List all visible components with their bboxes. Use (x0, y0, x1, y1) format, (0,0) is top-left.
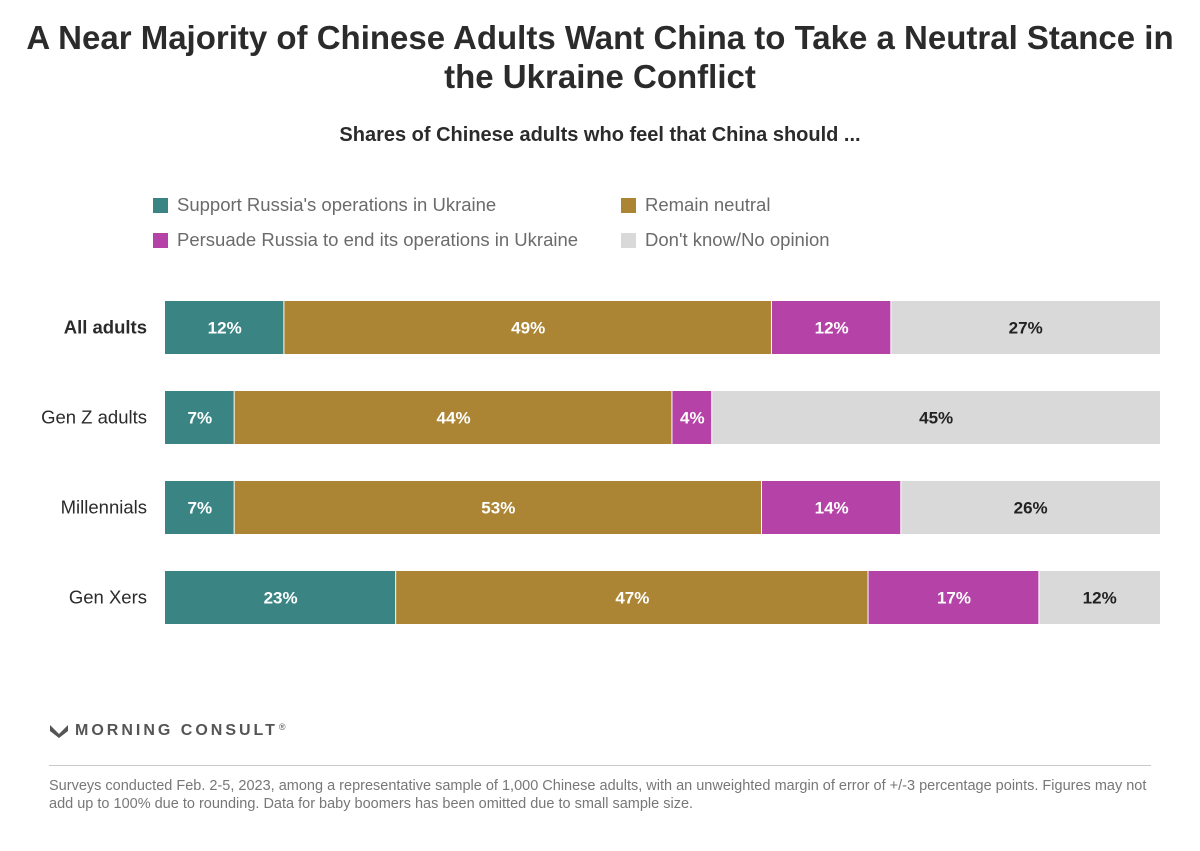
data-label: 47% (615, 589, 649, 608)
legend-swatch (621, 232, 636, 248)
data-label: 14% (815, 499, 849, 518)
legend-label: Remain neutral (645, 194, 771, 215)
legend-item-remain-neutral: Remain neutral (621, 194, 770, 216)
data-label: 45% (919, 409, 953, 428)
footnote: Surveys conducted Feb. 2-5, 2023, among … (49, 778, 1147, 812)
bar-segment (1039, 571, 1160, 624)
data-label: 4% (680, 409, 705, 428)
bar-segment (672, 391, 712, 444)
category-label: All adults (64, 317, 147, 338)
footer-divider (49, 765, 1151, 766)
data-label: 12% (208, 319, 242, 338)
data-label: 26% (1014, 499, 1048, 518)
data-label: 49% (511, 319, 545, 338)
bar-segment (891, 301, 1160, 354)
bar-segment (284, 301, 771, 354)
bar-segment (234, 481, 761, 534)
stacked-bar-chart: All adults 12% 49% 12% 27% Gen Z adults 7% 44% 4… (41, 301, 1160, 624)
bar-segment (165, 481, 234, 534)
logo-registered-mark: ® (278, 722, 286, 732)
chart-title: A Near Majority of Chinese Adults Want C… (26, 19, 1174, 95)
morning-consult-mark-icon (50, 725, 68, 738)
legend-label: Support Russia's operations in Ukraine (177, 194, 497, 215)
legend-swatch (621, 197, 636, 213)
logo-text: MORNING CONSULT (75, 722, 278, 739)
chart-subtitle: Shares of Chinese adults who feel that C… (339, 124, 861, 146)
category-label: Gen Xers (69, 587, 147, 608)
data-label: 27% (1009, 319, 1043, 338)
legend-item-support-russia: Support Russia's operations in Ukraine (153, 194, 496, 216)
category-label: Gen Z adults (41, 407, 147, 428)
bar-segment (165, 301, 284, 354)
legend-label: Persuade Russia to end its operations in… (177, 229, 579, 250)
legend-swatch (153, 197, 168, 213)
bar-segment (712, 391, 1160, 444)
data-label: 7% (188, 409, 213, 428)
category-label: Millennials (61, 497, 147, 518)
data-label: 53% (481, 499, 515, 518)
legend-label: Don't know/No opinion (645, 229, 830, 250)
data-label: 44% (437, 409, 471, 428)
bar-segment (762, 481, 901, 534)
bar-segment (901, 481, 1160, 534)
data-label: 23% (264, 589, 298, 608)
legend-item-persuade-russia: Persuade Russia to end its operations in… (153, 229, 578, 251)
data-label: 17% (937, 589, 971, 608)
data-label: 7% (188, 499, 213, 518)
bar-segment (396, 571, 868, 624)
data-label: 12% (1083, 589, 1117, 608)
data-label: 12% (815, 319, 849, 338)
bar-segment (165, 571, 396, 624)
bar-segment (165, 391, 234, 444)
legend-item-dont-know: Don't know/No opinion (621, 229, 830, 251)
bar-segment (771, 301, 891, 354)
morning-consult-logo: MORNING CONSULT ® (49, 722, 286, 740)
bar-segment (868, 571, 1039, 624)
bar-segment (234, 391, 672, 444)
legend-swatch (153, 232, 168, 248)
